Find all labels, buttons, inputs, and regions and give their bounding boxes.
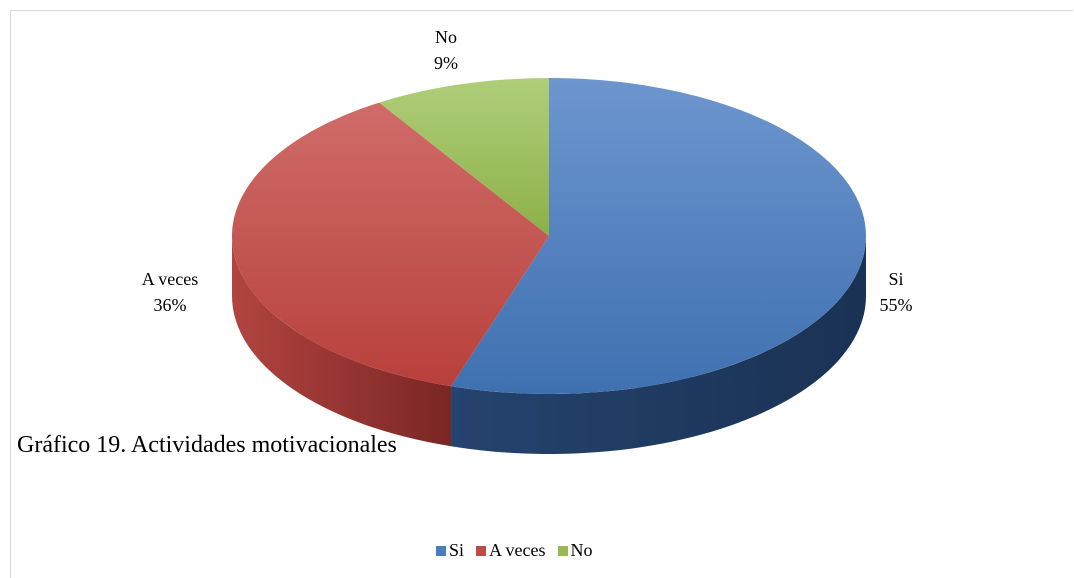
slice-labels: Si 55% A veces 36% No 9% <box>142 27 913 315</box>
legend-swatch-a-veces <box>476 545 487 556</box>
slice-value-label-no: 9% <box>434 53 458 73</box>
legend-swatch-no <box>557 545 568 556</box>
legend-swatch-si <box>436 545 446 556</box>
slice-category-label-a-veces: A veces <box>142 269 198 289</box>
legend-label-a-veces: A veces <box>489 540 546 560</box>
slice-value-label-a-veces: 36% <box>154 295 187 315</box>
slice-value-label-si: 55% <box>880 295 913 315</box>
pie-side-si <box>451 236 867 455</box>
legend-item-no: No <box>557 540 593 561</box>
pie-slices <box>231 78 866 394</box>
legend-item-a-veces: A veces <box>476 540 546 561</box>
chart-caption: Gráfico 19. Actividades motivacionales <box>17 432 397 458</box>
pie-slice-si <box>451 78 866 394</box>
pie-sides <box>232 236 867 455</box>
slice-category-label-no: No <box>435 27 457 47</box>
chart-frame <box>10 10 1073 578</box>
pie-side-a-veces <box>232 236 452 447</box>
pie-slice-a-veces <box>231 102 549 387</box>
slice-category-label-si: Si <box>888 269 903 289</box>
legend-item-si: Si <box>436 540 464 561</box>
legend-label-si: Si <box>449 540 465 560</box>
pie-slice-no <box>379 78 549 236</box>
legend-label-no: No <box>570 540 593 560</box>
chart-legend: Si A veces No <box>436 540 593 561</box>
